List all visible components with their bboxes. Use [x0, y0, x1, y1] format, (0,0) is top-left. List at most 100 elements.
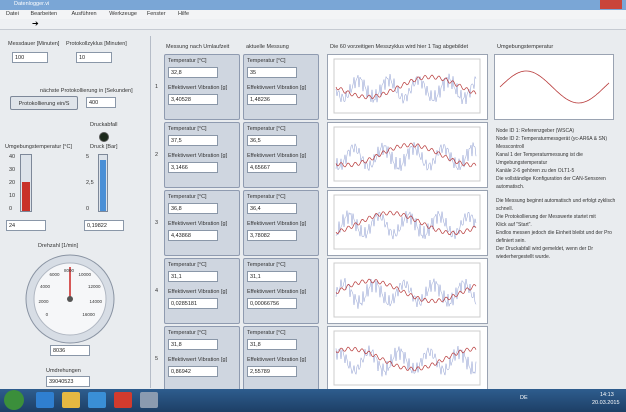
label: Effektivwert Vibration [g] — [247, 153, 306, 159]
column-header: Die 60 vorzeitigen Messzyklus wird hier … — [330, 44, 468, 50]
trend-chart — [327, 190, 488, 256]
note-line: Die Messung beginnt automatisch und erfo… — [496, 198, 615, 204]
trend-chart — [327, 326, 488, 392]
output: 31,1 — [247, 271, 297, 282]
start-button[interactable] — [4, 390, 24, 410]
output: 35 — [247, 67, 297, 78]
gauge-tick-label: 0 — [46, 312, 49, 317]
label: Temperatur [°C] — [247, 58, 286, 64]
output: 3,40528 — [168, 94, 218, 105]
note-line: Endlos messen jedoch die Einheit bleibt … — [496, 230, 612, 236]
taskbar-icon-button[interactable] — [36, 392, 54, 408]
label: Messdauer [Minuten] — [8, 41, 59, 47]
tick-label: 10 — [9, 193, 15, 199]
gauge-tick-label: 4000 — [40, 284, 50, 289]
output: 3,1466 — [168, 162, 218, 173]
label: Temperatur [°C] — [168, 330, 207, 336]
note-line: automatisch. — [496, 184, 524, 190]
clock-time: 14:13 — [600, 392, 614, 398]
output: 4,65667 — [247, 162, 297, 173]
tick-label: 2,5 — [86, 180, 94, 186]
output: 32,8 — [168, 67, 218, 78]
menu-item[interactable]: Ausführen — [72, 11, 97, 17]
row-index: 3 — [155, 220, 158, 226]
note-line: Umgebungstemperatur — [496, 160, 547, 166]
ambient-chart — [494, 54, 614, 120]
label: Temperatur [°C] — [247, 194, 286, 200]
label: Umdrehungen — [46, 368, 81, 374]
output: 31,1 — [168, 271, 218, 282]
tick-label: 30 — [9, 167, 15, 173]
gauge-tick-label: 2000 — [38, 299, 48, 304]
clock-date: 20.03.2015 — [592, 400, 620, 406]
tick-label: 20 — [9, 180, 15, 186]
gauge-tick-label: 8000 — [64, 268, 74, 273]
menu-item[interactable]: Hilfe — [178, 11, 189, 17]
output: 0,0285181 — [168, 298, 218, 309]
label: Effektivwert Vibration [g] — [168, 85, 227, 91]
label: Effektivwert Vibration [g] — [247, 221, 306, 227]
column-header: aktuelle Messung — [246, 44, 289, 50]
menu-item[interactable]: Fenster — [147, 11, 166, 17]
output: 37,5 — [168, 135, 218, 146]
output: 0,00066756 — [247, 298, 297, 309]
chart-plot — [495, 55, 613, 119]
taskbar-icon-button[interactable] — [114, 392, 132, 408]
screen: Datenlogger.vi ➔ Datei Bearbeiten Ausführe… — [0, 0, 626, 412]
label: Effektivwert Vibration [g] — [168, 289, 227, 295]
chart-plot — [328, 191, 487, 255]
note-line: wiederhergestellt wurde. — [496, 254, 550, 260]
chart-plot — [328, 327, 487, 391]
note-line: Der Druckabfall wird gemeldet, wenn der … — [496, 246, 593, 252]
taskbar-icon-button[interactable] — [88, 392, 106, 408]
window-title: Datenlogger.vi — [14, 1, 49, 7]
label: Temperatur [°C] — [168, 126, 207, 132]
output: 31,8 — [247, 339, 297, 350]
chart-plot — [328, 259, 487, 323]
chart-plot — [328, 55, 487, 119]
output: 24 — [6, 220, 46, 231]
note-line: Node ID 2: Temperaturmessgerät (yc-AR6A … — [496, 136, 607, 142]
output: 39040523 — [46, 376, 90, 387]
menu-item[interactable]: Bearbeiten — [31, 11, 58, 17]
tick-label: 5 — [86, 154, 89, 160]
output: 0,19822 — [84, 220, 124, 231]
gauge-tick-label: 10000 — [78, 272, 91, 277]
output: 36,5 — [247, 135, 297, 146]
gauge-tick-label: 14000 — [90, 299, 103, 304]
note-line: Klick auf "Start". — [496, 222, 532, 228]
label: Temperatur [°C] — [247, 262, 286, 268]
row-index: 5 — [155, 356, 158, 362]
note-line: schnell. — [496, 206, 513, 212]
row-index: 2 — [155, 152, 158, 158]
gauge-tick-label: 16000 — [82, 312, 95, 317]
label: Temperatur [°C] — [247, 330, 286, 336]
output: 36,4 — [247, 203, 297, 214]
label: Protokollzyklus [Minuten] — [66, 41, 127, 47]
label: Effektivwert Vibration [g] — [168, 357, 227, 363]
label: Temperatur [°C] — [168, 194, 207, 200]
chart-plot — [328, 123, 487, 187]
label: Drehzahl [1/min] — [38, 243, 78, 249]
label: Effektivwert Vibration [g] — [247, 289, 306, 295]
input: 100 — [12, 52, 48, 63]
title-bar: Datenlogger.vi — [0, 0, 626, 10]
run-arrow[interactable]: ➔ — [32, 19, 39, 28]
label: Druckabfall — [90, 122, 118, 128]
taskbar-icon-button[interactable] — [62, 392, 80, 408]
note-line: Kanäle 2-6 gehören zu den OLT1-5 — [496, 168, 574, 174]
taskbar-icon-button[interactable] — [140, 392, 158, 408]
label: Temperatur [°C] — [247, 126, 286, 132]
gauge — [20, 251, 120, 347]
output: 36,8 — [168, 203, 218, 214]
menu-item[interactable]: Werkzeuge — [109, 11, 137, 17]
close-button[interactable] — [600, 0, 622, 9]
label: nächste Protokollierung in [Sekunden] — [40, 88, 133, 94]
output: 31,8 — [168, 339, 218, 350]
output: 2,55789 — [247, 366, 297, 377]
menu-item[interactable]: Datei — [6, 11, 19, 17]
log-button[interactable]: Protokollierung ein/S — [10, 96, 78, 110]
tick-label: 40 — [9, 154, 15, 160]
label: Druck [Bar] — [90, 144, 118, 150]
